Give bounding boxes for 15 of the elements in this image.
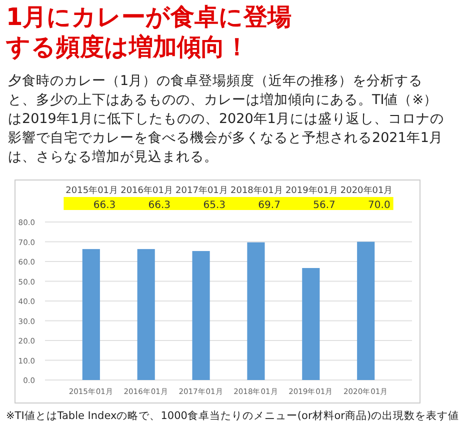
chart-title: 1月にカレーが食卓に登場する頻度は増加傾向！ xyxy=(6,2,293,62)
category-label: 2018年01月 xyxy=(230,186,283,196)
text: ※TI値とはTable Indexの略で、1000食卓当たりのメニュー(or材料or商品)の出現数を表す値 xyxy=(6,409,460,422)
category-label: 2015年01月 xyxy=(66,186,118,196)
data-label: 69.7 xyxy=(258,200,280,211)
category-label: 2017年01月 xyxy=(176,186,228,196)
category-label: 2020年01月 xyxy=(340,186,393,196)
category-label: 2016年01月 xyxy=(120,186,173,196)
category-label: 2019年01月 xyxy=(285,186,338,196)
data-label: 56.7 xyxy=(313,200,336,211)
data-label: 66.3 xyxy=(93,200,116,211)
chart-subtitle: 夕食時のカレー（1月）の食卓登場頻度（近年の推移）を分析すると、多少の上下はあるものの、カレーは増加傾向にある。TI値（※）は2019年1月に低下したものの、2020年1月には盛り返し、コロナの影響で自宅でカレーを食べる機会が多くなると予想される2021年1月は、さらなる増加が見込まれる。 xyxy=(8,72,445,167)
data-label: 66.3 xyxy=(148,200,171,211)
data-label: 70.0 xyxy=(368,200,390,211)
data-label: 65.3 xyxy=(203,200,226,211)
